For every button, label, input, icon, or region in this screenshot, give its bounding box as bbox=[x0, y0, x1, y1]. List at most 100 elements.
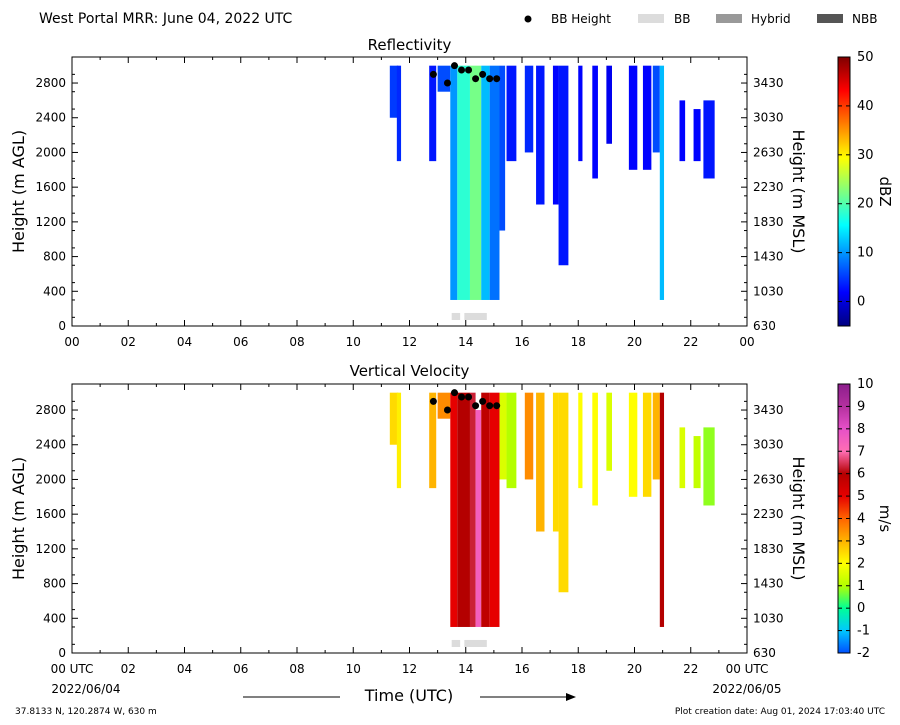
y-tick-label-right: 2230 bbox=[753, 507, 784, 521]
echo-column bbox=[558, 392, 569, 593]
colorbar-tick-label: 0 bbox=[857, 601, 865, 616]
bb-height-point bbox=[451, 389, 458, 397]
colorbar-tick-label: 3 bbox=[857, 534, 865, 549]
colorbar-tick-label: 5 bbox=[857, 489, 865, 504]
bb-height-point bbox=[458, 66, 466, 74]
echo-column bbox=[536, 65, 545, 205]
y-axis-label: Height (m AGL) bbox=[9, 130, 28, 253]
echo-column bbox=[524, 65, 534, 153]
y-tick-label: 0 bbox=[58, 646, 66, 660]
figure-title: West Portal MRR: June 04, 2022 UTC bbox=[39, 11, 293, 27]
x-tick-label: 10 bbox=[346, 335, 361, 349]
x-tick-label: 12 bbox=[402, 335, 417, 349]
bb-height-point bbox=[465, 393, 473, 401]
echo-column bbox=[592, 65, 598, 179]
colorbar-tick-label: 6 bbox=[857, 467, 865, 482]
y-tick-label-right: 1830 bbox=[753, 215, 784, 229]
colorbar-tick-label: -1 bbox=[857, 624, 870, 639]
y-tick-label: 800 bbox=[43, 577, 66, 591]
y-tick-label-right: 1430 bbox=[753, 250, 784, 264]
y-tick-label: 2000 bbox=[35, 145, 66, 159]
bright-band-patch bbox=[451, 312, 461, 320]
y-tick-label-right: 2630 bbox=[753, 145, 784, 159]
y-tick-label-right: 3430 bbox=[753, 403, 784, 417]
echo-column bbox=[450, 392, 458, 627]
echo-column bbox=[536, 392, 545, 532]
bb-height-point bbox=[479, 397, 487, 405]
colorbar-label: dBZ bbox=[876, 176, 894, 206]
echo-column bbox=[437, 392, 451, 419]
y-tick-label: 2400 bbox=[35, 438, 66, 452]
echo-column bbox=[469, 392, 476, 627]
start-date-label: 2022/06/04 bbox=[51, 682, 120, 696]
y-tick-label: 1600 bbox=[35, 180, 66, 194]
echo-column bbox=[469, 65, 482, 300]
y-tick-label: 800 bbox=[43, 250, 66, 264]
echo-column bbox=[524, 392, 534, 480]
y-tick-label-right: 1030 bbox=[753, 611, 784, 625]
echo-column bbox=[693, 109, 701, 162]
x-tick-label: 06 bbox=[233, 662, 248, 676]
plot-creation-date: Plot creation date: Aug 01, 2024 17:03:4… bbox=[675, 707, 885, 717]
echo-column bbox=[628, 392, 638, 497]
x-tick-label: 00 bbox=[739, 335, 754, 349]
bb-height-point bbox=[429, 397, 437, 405]
echo-column bbox=[703, 100, 715, 179]
bright-band-patch bbox=[451, 639, 461, 647]
x-tick-label: 10 bbox=[346, 662, 361, 676]
x-tick-label: 12 bbox=[402, 662, 417, 676]
bb-height-point bbox=[479, 70, 487, 78]
bb-height-point bbox=[493, 75, 501, 83]
y-tick-label: 0 bbox=[58, 319, 66, 333]
colorbar-tick-label: 8 bbox=[857, 422, 865, 437]
bb-height-point bbox=[472, 75, 480, 83]
colorbar bbox=[837, 56, 851, 327]
echo-column bbox=[606, 65, 612, 144]
echo-column bbox=[659, 392, 665, 627]
x-tick-label: 20 bbox=[627, 335, 642, 349]
echo-column bbox=[389, 65, 399, 118]
y-tick-label: 2800 bbox=[35, 403, 66, 417]
x-tick-label: 00 bbox=[64, 335, 79, 349]
bb-height-point bbox=[443, 79, 451, 87]
panel-title: Reflectivity bbox=[368, 36, 452, 54]
echo-column bbox=[489, 392, 500, 627]
echo-column bbox=[592, 392, 598, 506]
echo-column bbox=[578, 392, 583, 489]
echo-column bbox=[679, 427, 686, 489]
end-date-label: 2022/06/05 bbox=[712, 682, 781, 696]
colorbar-tick-label: 1 bbox=[857, 579, 865, 594]
legend-nbb-patch bbox=[817, 14, 843, 23]
echo-columns bbox=[389, 65, 715, 300]
colorbar-tick-label: 50 bbox=[857, 50, 874, 65]
echo-column bbox=[679, 100, 686, 162]
colorbar-tick-label: 20 bbox=[857, 197, 874, 212]
time-arrow-head bbox=[566, 693, 576, 701]
y-tick-label-right: 3430 bbox=[753, 76, 784, 90]
y-tick-label: 400 bbox=[43, 611, 66, 625]
y-tick-label: 1200 bbox=[35, 215, 66, 229]
x-tick-label: 06 bbox=[233, 335, 248, 349]
echo-column bbox=[481, 65, 490, 300]
colorbar-tick-label: 10 bbox=[857, 377, 874, 392]
bright-band-patch bbox=[464, 639, 487, 647]
x-tick-label: 08 bbox=[289, 335, 304, 349]
legend-nbb-label: NBB bbox=[852, 12, 877, 26]
bb-height-point bbox=[472, 402, 480, 410]
echo-column bbox=[693, 436, 701, 489]
x-tick-label: 02 bbox=[121, 335, 136, 349]
x-tick-label: 02 bbox=[121, 662, 136, 676]
panel-title: Vertical Velocity bbox=[350, 362, 470, 380]
echo-column bbox=[652, 392, 660, 480]
x-tick-label: 00 UTC bbox=[726, 662, 769, 676]
x-tick-label: 22 bbox=[683, 662, 698, 676]
echo-column bbox=[489, 65, 500, 300]
echo-column bbox=[481, 392, 490, 627]
echo-column bbox=[703, 427, 715, 506]
colorbar-tick-label: 2 bbox=[857, 556, 865, 571]
echo-column bbox=[499, 65, 506, 231]
y-tick-label-right: 630 bbox=[753, 319, 776, 333]
